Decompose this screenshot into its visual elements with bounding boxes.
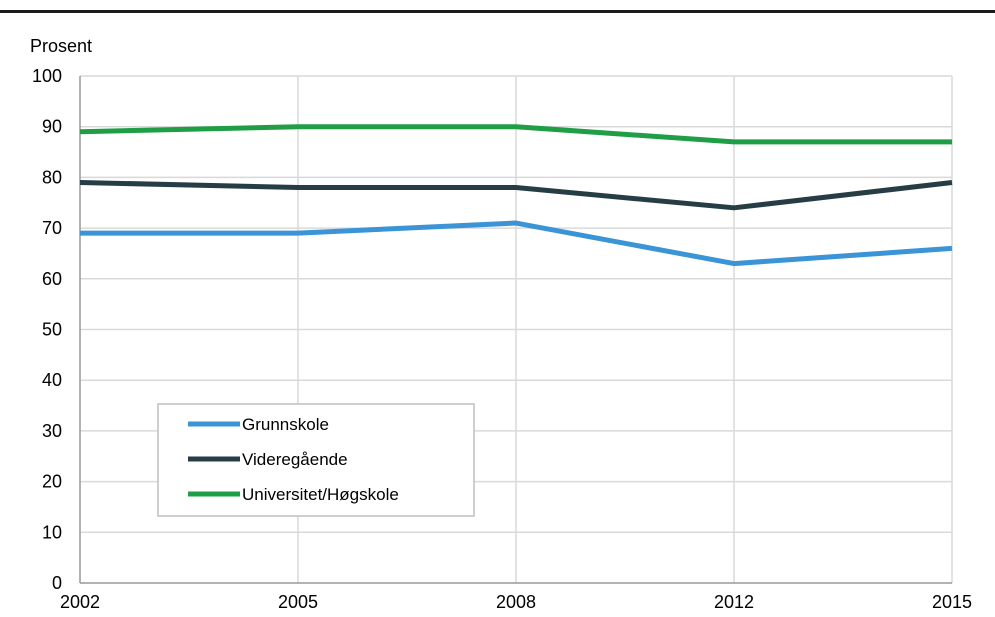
series-lines: [79, 124, 953, 267]
y-tick-label: 70: [42, 218, 62, 238]
axes: [79, 76, 952, 584]
legend-label: Grunnskole: [242, 415, 329, 434]
x-tick-labels: 2002 2005 2008 2012 2015: [60, 592, 972, 612]
y-tick-labels: 0 10 20 30 40 50 60 70 80 90 100: [32, 66, 62, 593]
y-tick-label: 90: [42, 117, 62, 137]
top-rule: [0, 10, 995, 13]
series-line: [80, 220, 953, 267]
x-tick-label: 2005: [278, 592, 318, 612]
legend-label: Universitet/Høgskole: [242, 485, 399, 504]
y-tick-label: 30: [42, 421, 62, 441]
legend-label: Videregående: [242, 450, 348, 469]
x-tick-label: 2008: [496, 592, 536, 612]
y-tick-label: 100: [32, 66, 62, 86]
y-tick-label: 80: [42, 167, 62, 187]
y-tick-label: 0: [52, 573, 62, 593]
legend: Grunnskole Videregående Universitet/Høgsko…: [157, 403, 475, 517]
x-tick-label: 2015: [932, 592, 972, 612]
y-axis-title: Prosent: [30, 36, 92, 56]
y-tick-label: 40: [42, 370, 62, 390]
y-tick-label: 10: [42, 522, 62, 542]
y-tick-label: 60: [42, 269, 62, 289]
series-line: [79, 124, 952, 145]
series-line: [79, 179, 953, 211]
x-tick-label: 2012: [714, 592, 754, 612]
y-tick-label: 20: [42, 472, 62, 492]
x-tick-label: 2002: [60, 592, 100, 612]
y-tick-label: 50: [42, 320, 62, 340]
